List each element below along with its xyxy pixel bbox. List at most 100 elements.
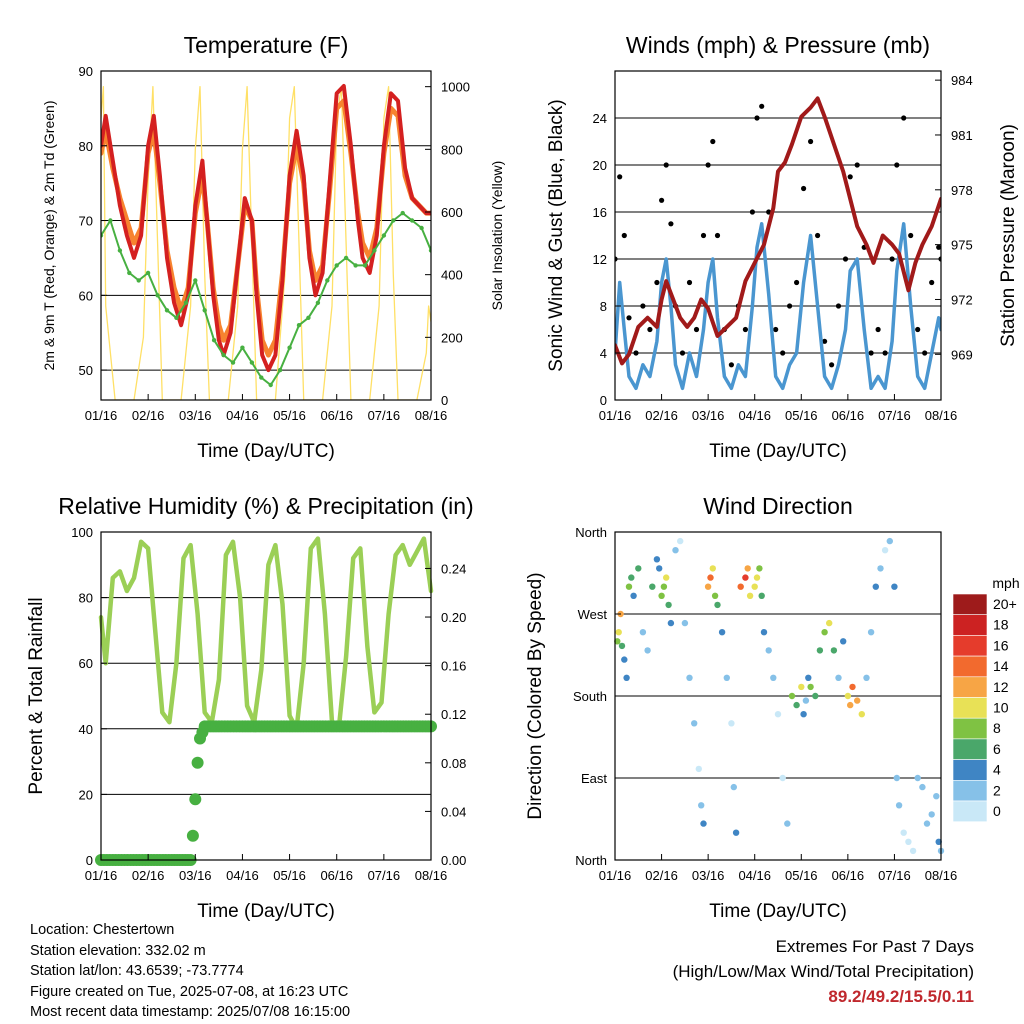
gust-point	[835, 303, 842, 309]
legend-swatch	[952, 614, 988, 636]
y-tick-label: South	[573, 689, 607, 704]
gust-point	[938, 256, 941, 262]
precip-point	[189, 793, 202, 806]
x-tick-label: 05/16	[785, 868, 818, 883]
y-tick-label: 8	[600, 299, 607, 314]
gust-point	[679, 350, 686, 356]
y2-axis-label: Solar Insolation (Yellow)	[489, 161, 505, 311]
y-axis-right: 0 200 400 600 800 1000 Solar Insolation (Yello…	[425, 80, 505, 408]
x-tick-label: 04/16	[738, 408, 771, 423]
gust-point	[654, 279, 660, 286]
direction-point	[644, 647, 651, 654]
y-tick-label: West	[578, 607, 608, 622]
dewpoint-point	[145, 270, 151, 276]
x-tick-label: 02/16	[645, 868, 678, 883]
y-axis-right: 969 972 975 978 981 984 Station Pressure (Maro…	[935, 73, 1019, 362]
direction-point	[872, 583, 879, 590]
plot-frame	[614, 70, 942, 401]
direction-point	[793, 701, 800, 709]
precip-point	[186, 829, 199, 842]
legend-swatch	[952, 738, 988, 760]
gust-point	[700, 232, 707, 239]
direction-point	[812, 692, 819, 700]
legend-swatch	[952, 697, 988, 719]
station-info: Location: Chestertown Station elevation:…	[30, 920, 350, 1023]
direction-point	[625, 583, 633, 590]
legend-label: 20+	[993, 596, 1017, 612]
chart-title: Temperature (F)	[184, 32, 349, 58]
gust-point	[621, 232, 627, 239]
info-latlon: Station lat/lon: 43.6539; -73.7774	[30, 963, 244, 979]
series-group	[95, 536, 437, 866]
plot-frame	[100, 70, 432, 401]
direction-point	[830, 647, 838, 654]
direction-point	[893, 774, 900, 782]
gust-point	[640, 303, 646, 309]
gust-point	[936, 244, 941, 250]
dewpoint-point	[108, 218, 113, 223]
dewpoint-point	[315, 300, 321, 305]
gust-point	[908, 232, 914, 239]
dewpoint-point	[183, 300, 189, 305]
x-tick-label: 04/16	[226, 868, 259, 883]
x-tick-label: 03/16	[179, 868, 212, 883]
direction-point	[858, 711, 865, 718]
legend-swatch	[952, 635, 988, 657]
direction-point	[707, 574, 714, 581]
y-tick-label: North	[575, 853, 607, 868]
x-tick-label: 01/16	[599, 408, 632, 423]
direction-point	[681, 619, 689, 627]
extremes-subtitle: (High/Low/Max Wind/Total Precipitation)	[672, 962, 974, 981]
legend-label: 16	[993, 637, 1009, 653]
direction-point	[704, 583, 712, 590]
info-recent: Most recent data timestamp: 2025/07/08 1…	[30, 1004, 351, 1020]
y2-tick-label: 0.24	[441, 561, 466, 576]
x-tick-label: 05/16	[273, 408, 306, 423]
direction-point	[891, 583, 898, 590]
x-tick-label: 07/16	[368, 868, 401, 883]
direction-point	[753, 574, 761, 581]
y-tick-label: 60	[79, 656, 93, 671]
gust-point	[759, 103, 765, 109]
y-tick-label: 0	[86, 853, 93, 868]
x-axis: 01/16 02/16 03/16 04/16 05/16 06/16 07/16 08/16…	[599, 854, 957, 922]
y2-tick-label: 0.00	[441, 853, 466, 868]
gust-point	[663, 162, 669, 168]
legend-label: 10	[993, 700, 1009, 716]
y-tick-label: 20	[79, 787, 93, 802]
x-tick-label: 08/16	[925, 408, 958, 423]
series-group	[101, 84, 431, 400]
dewpoint-point	[240, 345, 245, 350]
y2-tick-label: 0.16	[441, 659, 466, 674]
direction-point	[723, 674, 730, 681]
legend-swatch	[952, 676, 988, 698]
extremes-values: 89.2/49.2/15.5/0.11	[828, 987, 974, 1006]
y2-axis-label: Station Pressure (Maroon)	[998, 124, 1019, 347]
x-tick-label: 03/16	[692, 868, 725, 883]
dewpoint-point	[136, 278, 141, 283]
gust-point	[659, 197, 665, 203]
dewpoint-point	[353, 263, 358, 268]
legend-label: 4	[993, 762, 1001, 778]
legend-swatch	[952, 717, 988, 740]
series-sonic-wind	[615, 222, 941, 391]
direction-point	[667, 619, 675, 627]
gust-point	[847, 174, 853, 180]
x-tick-label: 03/16	[179, 408, 212, 423]
y-tick-label: 20	[593, 158, 607, 173]
direction-point	[618, 642, 626, 650]
direction-point	[621, 656, 628, 663]
direction-point	[816, 647, 824, 654]
direction-point	[849, 683, 856, 691]
x-tick-label: 01/16	[85, 868, 118, 883]
y-tick-label: 100	[71, 525, 93, 540]
chart-title: Winds (mph) & Pressure (mb)	[626, 32, 930, 58]
legend-label: 6	[993, 741, 1001, 757]
direction-point	[656, 565, 663, 572]
direction-point	[800, 711, 807, 718]
x-axis-label: Time (Day/UTC)	[197, 441, 335, 462]
direction-point	[923, 820, 931, 827]
gust-point	[749, 209, 756, 215]
